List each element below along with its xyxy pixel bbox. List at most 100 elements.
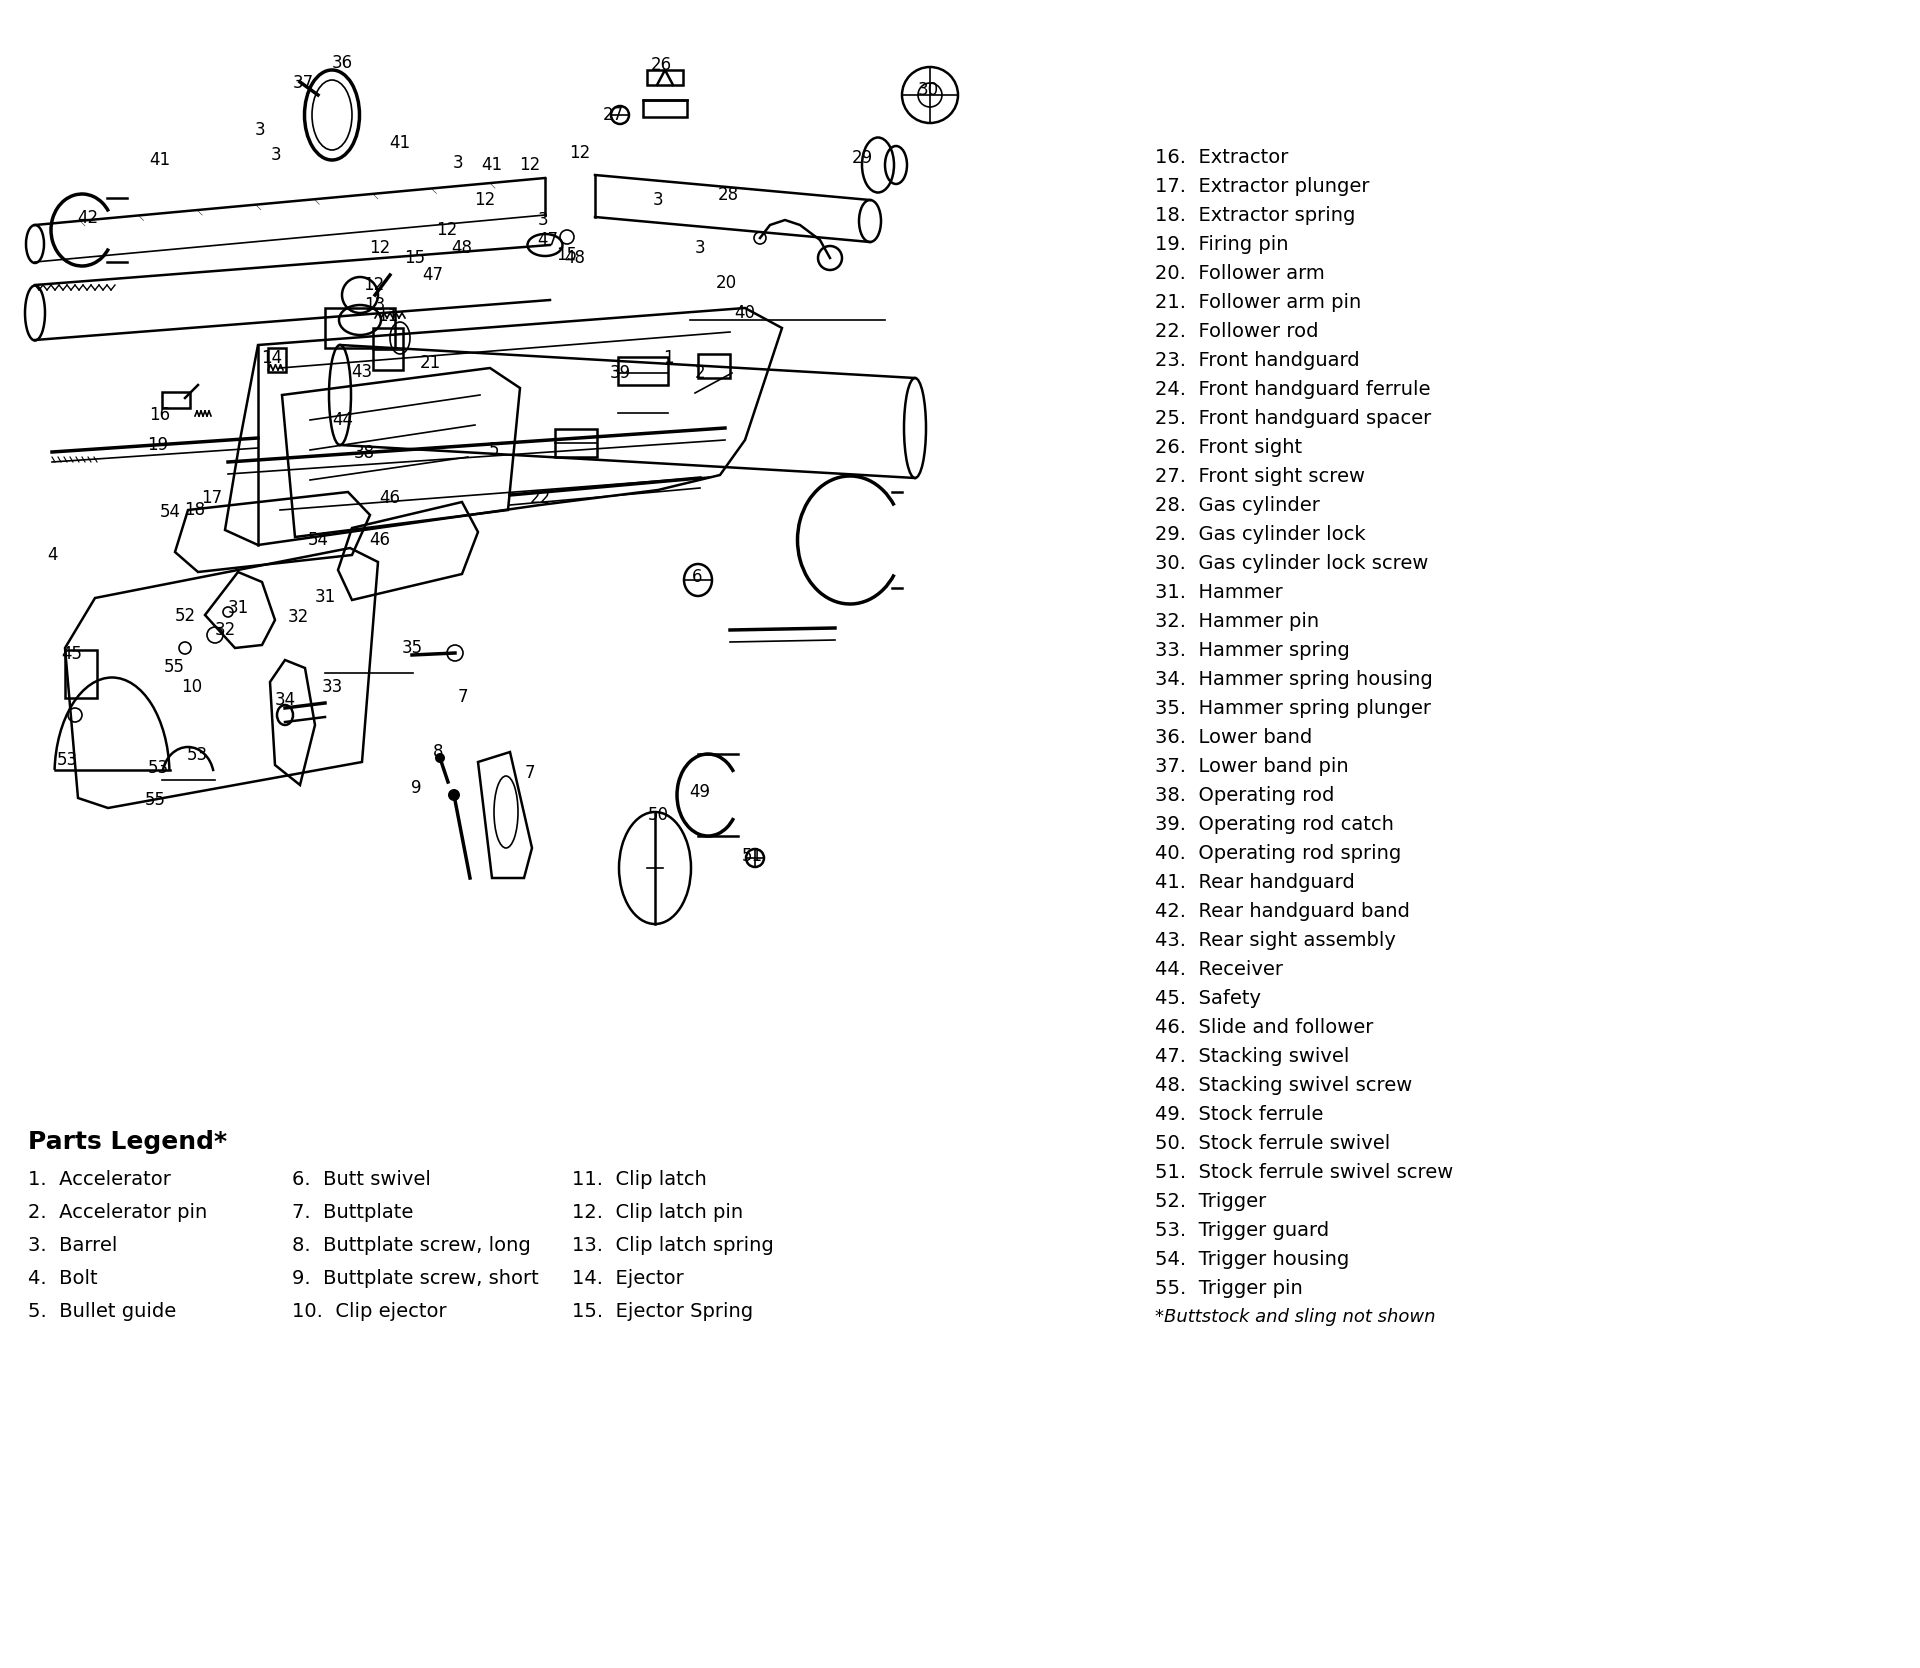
Text: 16: 16 [150,405,171,424]
Bar [269,349,286,372]
Text: 54: 54 [159,504,180,520]
Text: 43: 43 [351,364,372,380]
Bar [324,309,396,349]
Text: 19: 19 [148,435,169,454]
Text: 52.  Trigger: 52. Trigger [1156,1193,1267,1211]
Text: 11.  Clip latch: 11. Clip latch [572,1169,707,1189]
Text: 49.  Stock ferrule: 49. Stock ferrule [1156,1104,1323,1124]
Text: 17.  Extractor plunger: 17. Extractor plunger [1156,177,1369,197]
Text: 4.  Bolt: 4. Bolt [29,1269,98,1288]
Text: 2.  Accelerator pin: 2. Accelerator pin [29,1203,207,1223]
Text: 51.  Stock ferrule swivel screw: 51. Stock ferrule swivel screw [1156,1163,1453,1183]
Bar [647,70,684,85]
Text: 16.  Extractor: 16. Extractor [1156,148,1288,167]
Text: 38.  Operating rod: 38. Operating rod [1156,786,1334,806]
Text: 47.  Stacking swivel: 47. Stacking swivel [1156,1048,1350,1066]
Text: 1: 1 [662,349,674,367]
Text: Parts Legend*: Parts Legend* [29,1129,227,1154]
Text: 32: 32 [215,620,236,639]
Text: 31: 31 [315,589,336,605]
Text: 55.  Trigger pin: 55. Trigger pin [1156,1279,1304,1298]
Text: 46: 46 [369,530,390,549]
Text: 18: 18 [184,500,205,519]
Bar [65,651,98,697]
Text: 41: 41 [482,157,503,173]
Text: 33.  Hammer spring: 33. Hammer spring [1156,641,1350,661]
Text: 41: 41 [390,133,411,152]
Text: 53: 53 [186,746,207,764]
Text: 3: 3 [453,153,463,172]
Text: 38: 38 [353,444,374,462]
Text: 20: 20 [716,274,737,292]
Text: 22: 22 [530,489,551,507]
Text: 9: 9 [411,779,420,797]
Text: 48.  Stacking swivel screw: 48. Stacking swivel screw [1156,1076,1413,1094]
Text: 32: 32 [288,609,309,626]
Text: 47: 47 [422,265,444,284]
Text: 10: 10 [180,677,204,696]
Text: 25.  Front handguard spacer: 25. Front handguard spacer [1156,409,1430,429]
Text: 30: 30 [918,82,939,98]
Text: 55: 55 [163,657,184,676]
Text: 3: 3 [653,192,662,208]
Text: 27.  Front sight screw: 27. Front sight screw [1156,467,1365,485]
Text: 46: 46 [380,489,401,507]
Text: 6.  Butt swivel: 6. Butt swivel [292,1169,430,1189]
Text: 12: 12 [570,143,591,162]
Text: 14: 14 [261,349,282,367]
Text: 34: 34 [275,691,296,709]
Text: *Buttstock and sling not shown: *Buttstock and sling not shown [1156,1308,1436,1326]
Text: 36.  Lower band: 36. Lower band [1156,727,1311,747]
Text: 51: 51 [741,847,762,866]
Text: 10.  Clip ejector: 10. Clip ejector [292,1303,447,1321]
Text: 17: 17 [202,489,223,507]
Text: 24.  Front handguard ferrule: 24. Front handguard ferrule [1156,380,1430,399]
Text: 47: 47 [538,230,559,249]
Text: 45: 45 [61,646,83,662]
Circle shape [436,752,445,762]
Text: 46.  Slide and follower: 46. Slide and follower [1156,1017,1373,1037]
Bar [555,429,597,457]
Text: 40.  Operating rod spring: 40. Operating rod spring [1156,844,1402,862]
Text: 37.  Lower band pin: 37. Lower band pin [1156,757,1348,776]
Text: 23.  Front handguard: 23. Front handguard [1156,350,1359,370]
Text: 52: 52 [175,607,196,626]
Text: 22.  Follower rod: 22. Follower rod [1156,322,1319,340]
Text: 44.  Receiver: 44. Receiver [1156,961,1283,979]
Text: 31.  Hammer: 31. Hammer [1156,584,1283,602]
Text: 48: 48 [564,249,586,267]
Text: 7: 7 [524,764,536,782]
Text: 7.  Buttplate: 7. Buttplate [292,1203,413,1223]
Text: 40: 40 [735,304,755,322]
Text: 9.  Buttplate screw, short: 9. Buttplate screw, short [292,1269,540,1288]
Text: 21: 21 [419,354,440,372]
Text: 30.  Gas cylinder lock screw: 30. Gas cylinder lock screw [1156,554,1428,574]
Text: 35.  Hammer spring plunger: 35. Hammer spring plunger [1156,699,1430,717]
Text: 3: 3 [538,210,549,229]
Text: 12: 12 [363,275,384,294]
Circle shape [447,789,461,801]
Text: 13: 13 [365,295,386,314]
Text: 54.  Trigger housing: 54. Trigger housing [1156,1249,1350,1269]
Text: 28.  Gas cylinder: 28. Gas cylinder [1156,495,1319,515]
Text: 3: 3 [695,239,705,257]
Text: 4: 4 [46,545,58,564]
Text: 12: 12 [520,157,541,173]
Text: 42.  Rear handguard band: 42. Rear handguard band [1156,902,1409,921]
Text: 3.  Barrel: 3. Barrel [29,1236,117,1254]
Text: 8: 8 [432,742,444,761]
Text: 5.  Bullet guide: 5. Bullet guide [29,1303,177,1321]
Text: 19.  Firing pin: 19. Firing pin [1156,235,1288,254]
Text: 12.  Clip latch pin: 12. Clip latch pin [572,1203,743,1223]
Text: 14.  Ejector: 14. Ejector [572,1269,684,1288]
Bar [699,354,730,379]
Text: 18.  Extractor spring: 18. Extractor spring [1156,207,1356,225]
Text: 20.  Follower arm: 20. Follower arm [1156,264,1325,284]
Text: 53.  Trigger guard: 53. Trigger guard [1156,1221,1329,1239]
Text: 42: 42 [77,208,98,227]
Text: 35: 35 [401,639,422,657]
Text: 55: 55 [144,791,165,809]
Text: 50.  Stock ferrule swivel: 50. Stock ferrule swivel [1156,1134,1390,1153]
Text: 33: 33 [321,677,342,696]
Text: 36: 36 [332,53,353,72]
